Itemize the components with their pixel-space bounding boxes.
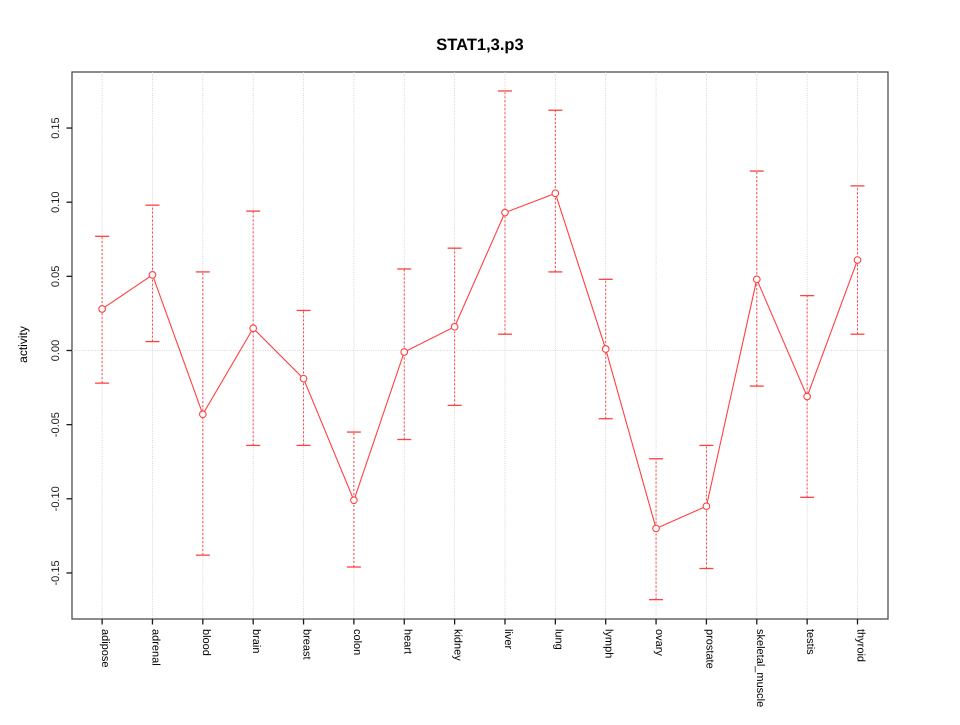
svg-text:activity: activity [16, 326, 30, 363]
svg-text:blood: blood [200, 629, 212, 656]
svg-text:breast: breast [301, 629, 313, 660]
svg-text:kidney: kidney [452, 629, 464, 661]
svg-text:skeletal_muscle: skeletal_muscle [754, 629, 766, 707]
svg-text:-0.10: -0.10 [50, 486, 62, 511]
svg-text:-0.05: -0.05 [50, 412, 62, 437]
svg-text:adrenal: adrenal [149, 629, 161, 666]
svg-text:STAT1,3.p3: STAT1,3.p3 [436, 36, 523, 54]
svg-text:brain: brain [250, 629, 262, 653]
svg-text:prostate: prostate [703, 629, 715, 669]
svg-text:liver: liver [502, 629, 514, 650]
svg-text:0.05: 0.05 [50, 266, 62, 287]
svg-text:adipose: adipose [99, 629, 111, 668]
svg-text:ovary: ovary [653, 629, 665, 656]
svg-text:colon: colon [351, 629, 363, 655]
svg-text:-0.15: -0.15 [50, 560, 62, 585]
svg-text:0.15: 0.15 [50, 117, 62, 138]
svg-text:heart: heart [401, 629, 413, 654]
svg-text:lymph: lymph [603, 629, 615, 658]
svg-text:testis: testis [804, 629, 816, 655]
svg-text:0.10: 0.10 [50, 191, 62, 212]
svg-text:0.00: 0.00 [50, 340, 62, 361]
svg-text:thyroid: thyroid [855, 629, 867, 662]
svg-text:lung: lung [552, 629, 564, 650]
